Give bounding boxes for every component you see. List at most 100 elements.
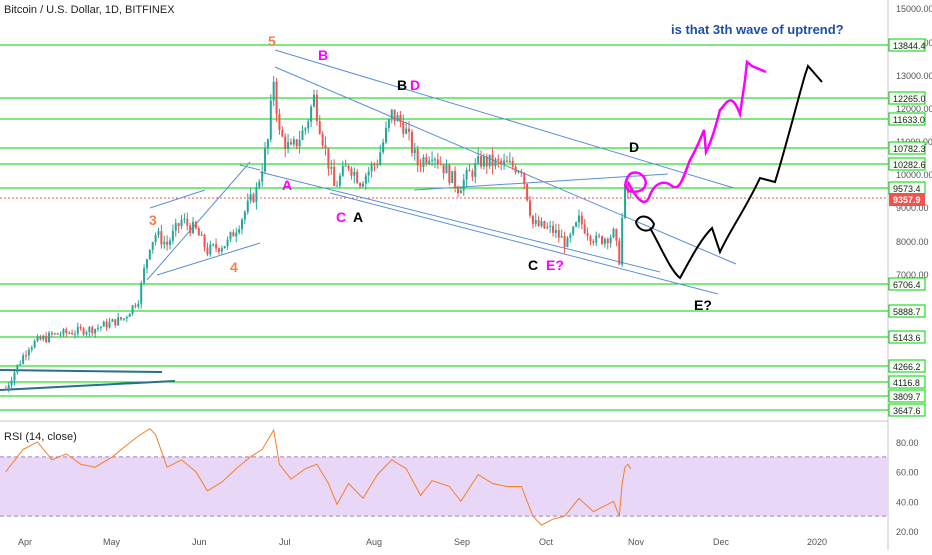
candle-body [385, 127, 387, 143]
date-tick-label: Jul [279, 537, 291, 547]
candle-body [537, 220, 540, 226]
candle-body [246, 200, 249, 212]
candle-body [163, 241, 166, 245]
candle-body [85, 332, 88, 335]
candle-body [137, 303, 140, 307]
candle-body [192, 221, 195, 234]
candle-body [505, 160, 508, 163]
candle-body [428, 160, 431, 164]
support-price-label: 12265.0 [893, 94, 926, 104]
trend-line [274, 66, 737, 265]
candle-body [390, 109, 393, 120]
candle-body [603, 239, 606, 244]
candle-body [356, 171, 359, 184]
candle-body [102, 321, 105, 327]
candle-body [416, 149, 419, 166]
candle-body [601, 236, 603, 244]
date-tick-label: Nov [628, 537, 645, 547]
date-tick-label: Sep [454, 537, 470, 547]
candle-body [514, 166, 517, 173]
candle-body [25, 355, 27, 357]
candle-body [543, 221, 546, 229]
candle-body [592, 241, 595, 243]
support-price-label: 3809.7 [893, 392, 921, 402]
wave-label-a-black: A [353, 209, 363, 225]
candle-body [333, 166, 336, 187]
candle-body [439, 163, 442, 165]
wave-label-4-orange: 4 [230, 259, 238, 275]
candle-body [396, 115, 399, 122]
candle-body [566, 237, 569, 247]
candle-body [140, 282, 143, 304]
candle-body [243, 211, 246, 220]
candle-body [42, 335, 45, 340]
candle-body [577, 215, 580, 223]
wave-label-c-magenta: C [336, 209, 346, 225]
candle-body [572, 226, 575, 235]
candle-body [552, 225, 555, 233]
black-projection [649, 64, 823, 280]
candle-body [529, 200, 531, 216]
axis-layer: 7000.008000.009000.0010000.0011000.00120… [18, 4, 932, 547]
candle-body [402, 122, 405, 134]
candle-body [261, 171, 264, 182]
candle-body [399, 115, 402, 123]
candle-body [480, 156, 483, 167]
support-price-box [888, 112, 926, 126]
candle-body [379, 152, 382, 165]
candle-body [19, 363, 22, 365]
candle-body [422, 157, 425, 168]
candle-body [272, 81, 275, 101]
candle-body [361, 183, 364, 187]
support-price-box [888, 389, 926, 403]
candle-body [500, 160, 503, 164]
price-tick-label: 13000.00 [896, 71, 932, 81]
candle-body [598, 235, 601, 237]
candle-body [298, 139, 301, 147]
candle-body [171, 230, 174, 241]
wave-label-d-black: D [629, 139, 639, 155]
wave-label-b-black: B [397, 77, 407, 93]
candle-body [477, 156, 480, 164]
candle-body [301, 130, 304, 140]
candle-body [30, 347, 33, 350]
support-price-label: 5143.6 [893, 333, 921, 343]
candle-body [183, 219, 186, 221]
candle-body [451, 171, 454, 184]
candle-body [304, 128, 307, 131]
candle-body [382, 142, 385, 153]
candle-body [494, 159, 497, 167]
wave-label-d-magenta: D [410, 77, 420, 93]
candle-body [76, 326, 79, 334]
candle-body [454, 171, 457, 188]
candle-body [433, 159, 436, 161]
candle-body [266, 139, 269, 149]
candle-body [108, 321, 111, 328]
candle-body [367, 171, 370, 176]
support-price-label: 10782.3 [893, 144, 926, 154]
candle-body [609, 237, 612, 244]
wave-label-3-orange: 3 [149, 212, 157, 228]
black-circle [634, 215, 656, 232]
support-price-label: 5888.7 [893, 307, 921, 317]
candle-body [583, 224, 586, 234]
support-price-box [888, 359, 926, 373]
candle-body [318, 121, 321, 134]
support-price-box [888, 141, 926, 155]
candle-body [595, 235, 598, 243]
candle-body [157, 231, 160, 236]
annotation-question: is that 3th wave of uptrend? [671, 22, 844, 37]
support-price-box [888, 375, 926, 389]
candle-body [45, 335, 48, 342]
candle-body [73, 333, 76, 335]
candle-body [569, 234, 572, 238]
candle-body [128, 313, 131, 317]
last-price-box [889, 193, 925, 206]
candle-body [235, 232, 238, 237]
candle-body [448, 164, 451, 184]
candle-body [531, 215, 534, 224]
candle-body [413, 149, 416, 154]
candle-body [264, 148, 267, 172]
candle-body [575, 222, 578, 227]
trend-line [413, 173, 669, 191]
